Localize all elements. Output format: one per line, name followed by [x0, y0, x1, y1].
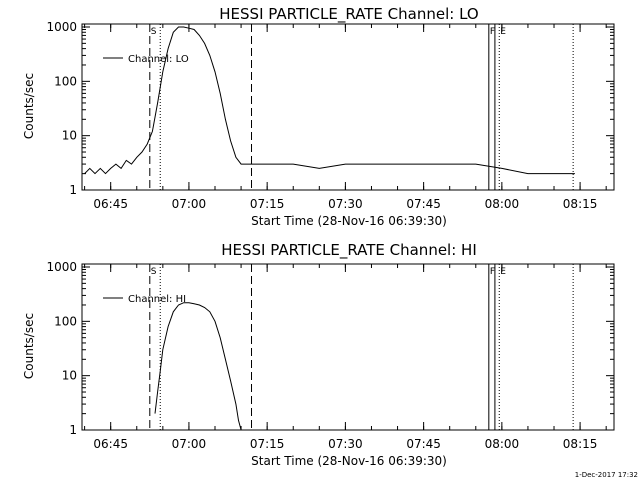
chart-title: HESSI PARTICLE_RATE Channel: HI: [221, 241, 477, 260]
x-tick-label: 07:15: [250, 437, 285, 451]
chart-title: HESSI PARTICLE_RATE Channel: LO: [219, 5, 478, 24]
x-tick-label: 06:45: [93, 197, 128, 211]
y-tick-label: 1000: [46, 260, 77, 274]
y-tick-label: 1: [69, 183, 77, 197]
chart-panel-lo: HESSI PARTICLE_RATE Channel: LO Counts/s…: [22, 5, 615, 228]
x-tick-label: 07:00: [172, 437, 207, 451]
series-line: [84, 26, 575, 175]
y-axis-label: Counts/sec: [22, 313, 36, 379]
y-axis-label: Counts/sec: [22, 73, 36, 139]
timestamp-footer: 1-Dec-2017 17:32: [575, 471, 638, 479]
x-tick-label: 07:00: [172, 197, 207, 211]
x-axis-label: Start Time (28-Nov-16 06:39:30): [251, 454, 447, 468]
legend-label: Channel: HI: [128, 294, 186, 305]
plot-frame: [81, 263, 615, 431]
event-marker-label: F: [490, 27, 495, 37]
x-tick-label: 07:30: [328, 197, 363, 211]
y-tick-label: 10: [62, 369, 77, 383]
x-tick-label: 07:45: [406, 437, 441, 451]
chart-panel-hi: HESSI PARTICLE_RATE Channel: HI Counts/s…: [22, 241, 615, 468]
y-tick-label: 1000: [46, 20, 77, 34]
event-marker-label: S: [151, 27, 157, 37]
y-tick-label: 100: [54, 74, 77, 88]
x-tick-label: 06:45: [93, 437, 128, 451]
legend-label: Channel: LO: [128, 54, 189, 65]
y-tick-label: 1: [69, 423, 77, 437]
x-axis-label: Start Time (28-Nov-16 06:39:30): [251, 214, 447, 228]
series-line: [154, 302, 242, 431]
event-marker-label: E: [500, 27, 506, 37]
x-tick-label: 07:45: [406, 197, 441, 211]
y-tick-label: 10: [62, 129, 77, 143]
event-marker-label: S: [151, 267, 157, 277]
x-tick-label: 07:15: [250, 197, 285, 211]
x-tick-label: 08:15: [563, 437, 598, 451]
x-tick-label: 08:15: [563, 197, 598, 211]
plot-frame: [81, 23, 615, 191]
y-tick-label: 100: [54, 314, 77, 328]
x-tick-label: 08:00: [485, 197, 520, 211]
x-tick-label: 07:30: [328, 437, 363, 451]
x-tick-label: 08:00: [485, 437, 520, 451]
event-marker-label: E: [500, 267, 506, 277]
event-marker-label: F: [490, 267, 495, 277]
